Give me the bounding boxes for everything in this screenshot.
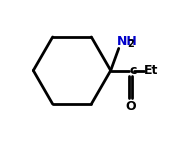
Text: NH: NH [117, 35, 138, 48]
Text: O: O [125, 100, 136, 113]
Text: c: c [129, 64, 137, 77]
Text: Et: Et [144, 64, 159, 77]
Text: 2: 2 [128, 39, 134, 49]
